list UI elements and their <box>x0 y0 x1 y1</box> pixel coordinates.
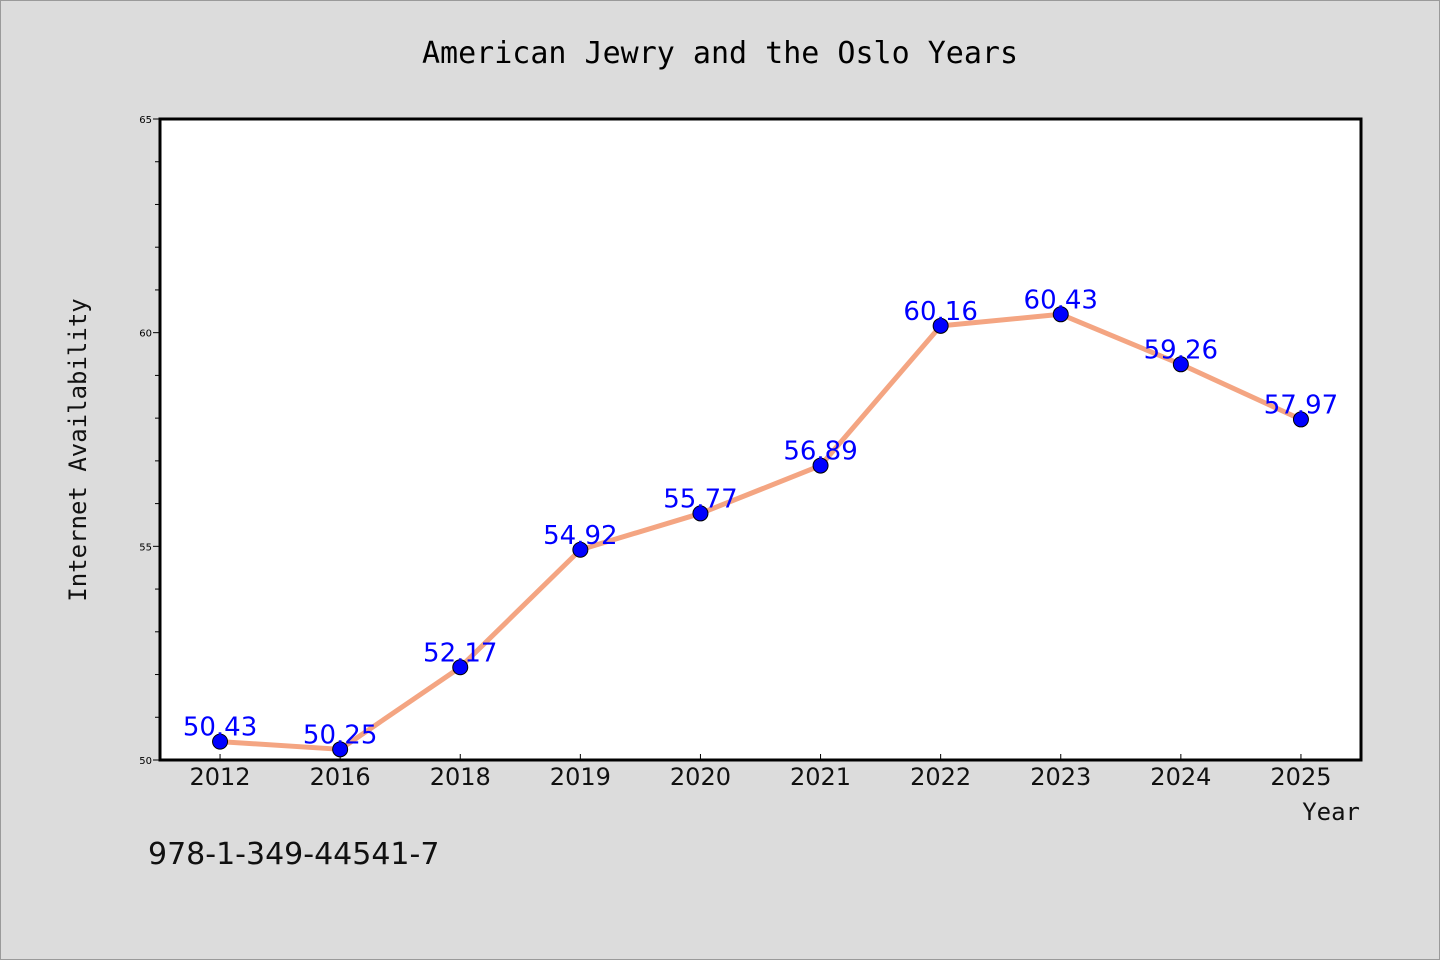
data-point <box>1052 306 1069 323</box>
data-point <box>212 733 229 750</box>
series-group: 50.43 50.25 52.17 54.92 55.77 56.89 60.16 60.43… <box>183 285 1338 758</box>
x-tick-label: 2019 <box>550 763 611 791</box>
data-label: 55.77 <box>663 484 737 514</box>
series-line <box>217 311 1304 752</box>
y-tick-label: 65 <box>139 115 152 126</box>
data-label: 60.43 <box>1024 285 1098 315</box>
y-tick-label: 50 <box>139 756 152 767</box>
y-axis-label: Internet Availability <box>64 298 92 601</box>
x-tick-label: 2024 <box>1150 763 1211 791</box>
y-axis-ticks: 50 55 60 65 <box>139 115 160 767</box>
data-label: 52.17 <box>423 638 497 668</box>
x-tick-label: 2020 <box>670 763 731 791</box>
chart-title: American Jewry and the Oslo Years <box>422 36 1018 71</box>
x-tick-label: 2025 <box>1270 763 1331 791</box>
data-point <box>572 541 589 558</box>
data-label: 60.16 <box>903 297 977 327</box>
data-label: 56.89 <box>783 437 857 467</box>
x-tick-label: 2018 <box>430 763 491 791</box>
data-point <box>692 505 709 522</box>
data-label: 59.26 <box>1144 335 1218 365</box>
x-tick-label: 2021 <box>790 763 851 791</box>
x-tick-label: 2023 <box>1030 763 1091 791</box>
data-point <box>452 659 469 676</box>
x-axis-label: Year <box>1302 798 1360 826</box>
data-point <box>1172 356 1189 373</box>
data-point <box>1292 411 1309 428</box>
isbn-annotation: 978-1-349-44541-7 <box>148 837 439 872</box>
data-label: 50.43 <box>183 713 257 743</box>
x-tick-label: 2012 <box>190 763 251 791</box>
data-point <box>332 741 349 758</box>
plot-area <box>158 117 1363 762</box>
x-tick-label: 2016 <box>310 763 371 791</box>
x-tick-label: 2022 <box>910 763 971 791</box>
y-tick-label: 55 <box>139 542 152 553</box>
data-point <box>812 457 829 474</box>
x-axis-ticks: 2012 2016 2018 2019 2020 2021 2022 2023 2024 2025 <box>190 754 1331 791</box>
data-label: 57.97 <box>1264 390 1338 420</box>
data-label: 54.92 <box>543 521 617 551</box>
data-point <box>932 317 949 334</box>
y-tick-label: 60 <box>139 329 152 340</box>
data-label: 50.25 <box>303 720 377 750</box>
